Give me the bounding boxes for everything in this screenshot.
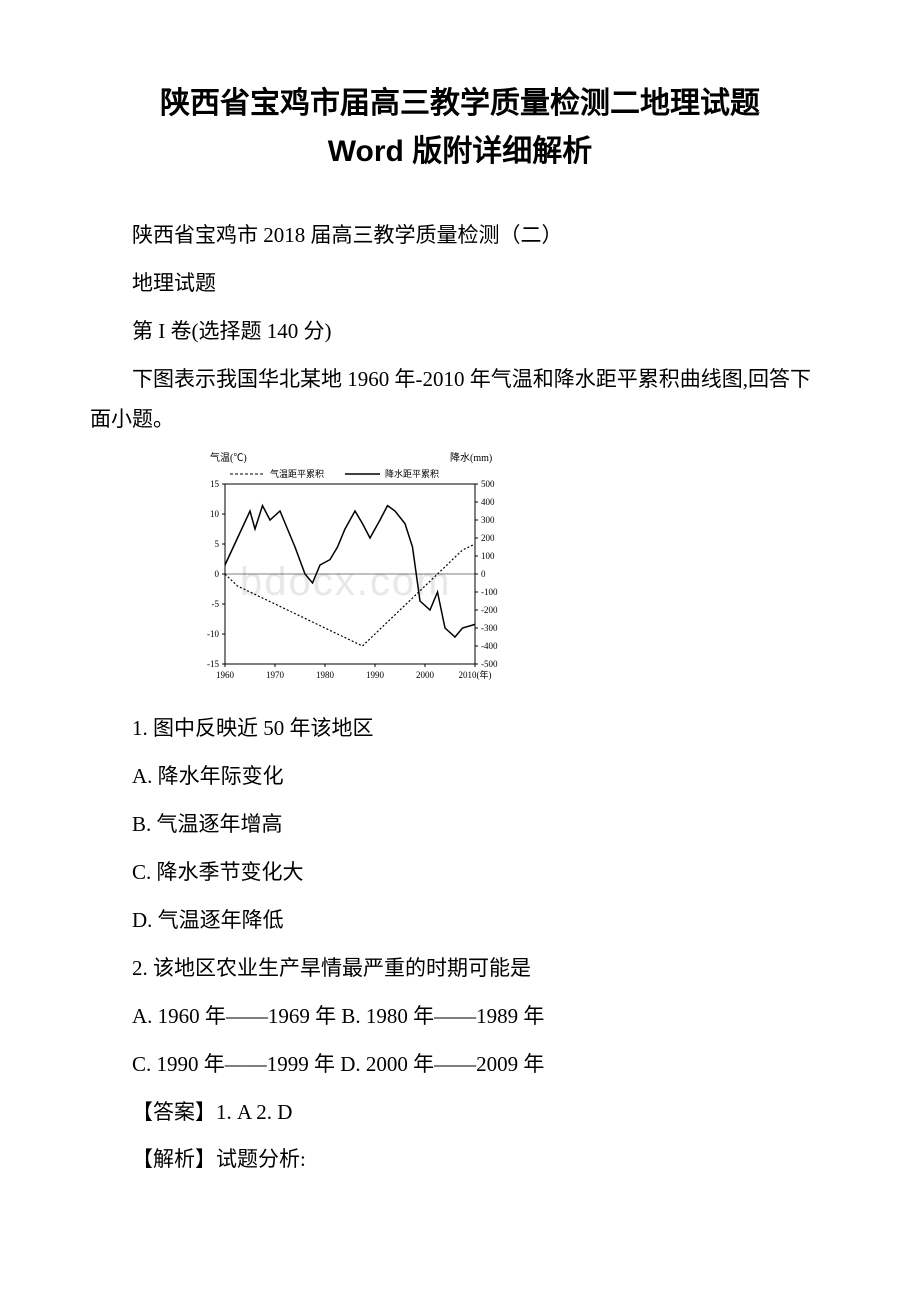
question-1-option-d: D. 气温逐年降低	[90, 901, 830, 941]
svg-text:0: 0	[215, 569, 220, 579]
svg-text:-5: -5	[212, 599, 220, 609]
y-left-ticks: 15 10 5 0 -5 -10 -15	[207, 479, 225, 669]
svg-text:5: 5	[215, 539, 220, 549]
paragraph-1: 陕西省宝鸡市 2018 届高三教学质量检测（二）	[90, 216, 830, 256]
chart-svg: 气温(℃) 降水(mm) 气温距平累积 降水距平累积 15 10 5 0 -5 -10 -1…	[180, 449, 520, 699]
svg-text:-100: -100	[481, 587, 498, 597]
svg-text:-400: -400	[481, 641, 498, 651]
svg-text:200: 200	[481, 533, 495, 543]
chart-left-axis-label: 气温(℃)	[210, 451, 247, 464]
question-2-options-cd: C. 1990 年——1999 年 D. 2000 年——2009 年	[90, 1045, 830, 1085]
precip-curve	[225, 506, 475, 637]
title-line1: 陕西省宝鸡市届高三教学质量检测二地理试题	[160, 87, 760, 120]
question-1-option-a: A. 降水年际变化	[90, 757, 830, 797]
svg-text:1970: 1970	[266, 670, 285, 680]
document-content: 陕西省宝鸡市届高三教学质量检测二地理试题 Word 版附详细解析 陕西省宝鸡市 …	[90, 80, 830, 1180]
answer-text: 【答案】1. A 2. D	[90, 1093, 830, 1133]
title-line2: Word 版附详细解析	[328, 135, 592, 168]
question-1-option-b: B. 气温逐年增高	[90, 805, 830, 845]
svg-text:1980: 1980	[316, 670, 335, 680]
question-1: 1. 图中反映近 50 年该地区	[90, 709, 830, 749]
chart-right-axis-label: 降水(mm)	[450, 451, 492, 464]
paragraph-2: 地理试题	[90, 264, 830, 304]
document-title: 陕西省宝鸡市届高三教学质量检测二地理试题 Word 版附详细解析	[90, 80, 830, 176]
svg-text:15: 15	[210, 479, 220, 489]
y-right-ticks: 500 400 300 200 100 0 -100 -200 -300 -400 -500	[475, 479, 498, 669]
svg-text:-10: -10	[207, 629, 219, 639]
svg-text:2010(年): 2010(年)	[459, 669, 492, 680]
svg-text:500: 500	[481, 479, 495, 489]
question-2-options-ab: A. 1960 年——1969 年 B. 1980 年——1989 年	[90, 997, 830, 1037]
chart-container: 气温(℃) 降水(mm) 气温距平累积 降水距平累积 15 10 5 0 -5 -10 -1…	[180, 449, 520, 699]
paragraph-3: 第 I 卷(选择题 140 分)	[90, 312, 830, 352]
svg-text:-500: -500	[481, 659, 498, 669]
svg-text:-200: -200	[481, 605, 498, 615]
svg-text:400: 400	[481, 497, 495, 507]
x-ticks: 1960 1970 1980 1990 2000 2010(年)	[216, 664, 492, 680]
analysis-text: 【解析】试题分析:	[90, 1140, 830, 1180]
svg-text:100: 100	[481, 551, 495, 561]
legend-temp-label: 气温距平累积	[270, 468, 324, 479]
svg-text:1960: 1960	[216, 670, 235, 680]
question-1-option-c: C. 降水季节变化大	[90, 853, 830, 893]
paragraph-4: 下图表示我国华北某地 1960 年-2010 年气温和降水距平累积曲线图,回答下…	[90, 360, 830, 440]
svg-text:0: 0	[481, 569, 486, 579]
svg-text:300: 300	[481, 515, 495, 525]
svg-text:-300: -300	[481, 623, 498, 633]
svg-text:2000: 2000	[416, 670, 435, 680]
legend-precip-label: 降水距平累积	[385, 468, 439, 479]
svg-text:10: 10	[210, 509, 220, 519]
question-2: 2. 该地区农业生产旱情最严重的时期可能是	[90, 949, 830, 989]
svg-text:-15: -15	[207, 659, 219, 669]
svg-text:1990: 1990	[366, 670, 385, 680]
